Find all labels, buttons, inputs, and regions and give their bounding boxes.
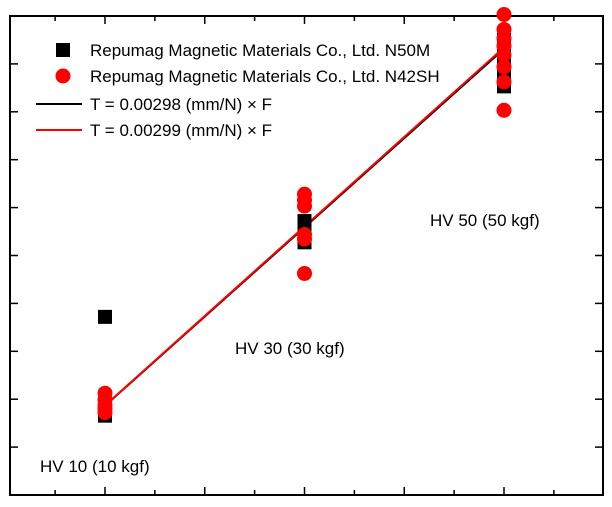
point-label: HV 50 (50 kgf) xyxy=(430,211,540,230)
legend-marker-square xyxy=(56,43,70,57)
data-point-circle xyxy=(297,265,312,281)
data-point-square xyxy=(297,214,312,229)
data-point-square xyxy=(98,309,112,324)
legend-marker-circle xyxy=(55,68,71,84)
data-point-circle xyxy=(297,186,312,202)
point-label: HV 30 (30 kgf) xyxy=(235,339,345,358)
data-point-circle xyxy=(496,59,512,75)
data-point-circle xyxy=(297,227,312,243)
data-point-circle xyxy=(496,21,512,37)
plot-frame xyxy=(9,15,604,496)
legend-label: Repumag Magnetic Materials Co., Ltd. N42… xyxy=(90,67,440,86)
legend-label: T = 0.00299 (mm/N) × F xyxy=(90,121,272,140)
data-point-circle xyxy=(496,74,512,90)
axis-ticks xyxy=(10,16,603,495)
annotations: HV 10 (10 kgf) HV 30 (30 kgf) HV 50 (50 kg… xyxy=(40,211,540,476)
data-point-circle xyxy=(97,385,113,401)
data-point-circle xyxy=(496,7,512,23)
legend: Repumag Magnetic Materials Co., Ltd. N50… xyxy=(36,41,440,140)
legend-label: Repumag Magnetic Materials Co., Ltd. N50… xyxy=(90,41,430,60)
data-point-circle xyxy=(496,102,512,118)
point-label: HV 10 (10 kgf) xyxy=(40,457,150,476)
data-points xyxy=(97,7,512,423)
legend-label: T = 0.00298 (mm/N) × F xyxy=(90,95,272,114)
